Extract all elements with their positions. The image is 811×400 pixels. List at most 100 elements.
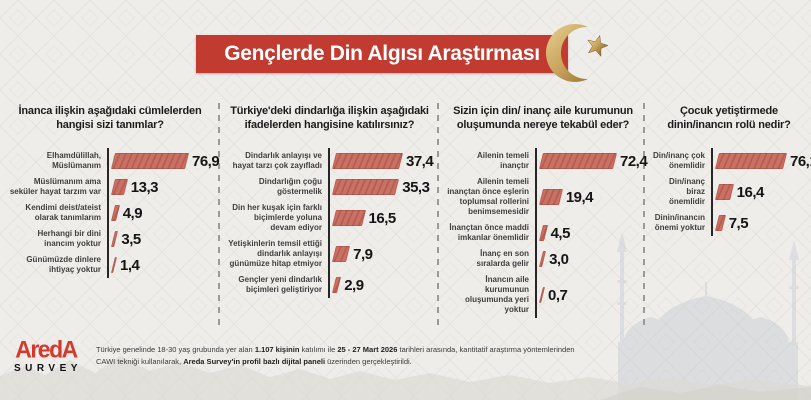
- logo-subtitle: SURVEY: [14, 363, 82, 374]
- bar-row: İnanç en son sıralarda gelir 3,0: [447, 246, 639, 272]
- bar-row: Din/inanç çok önemlidir 76,1: [651, 148, 811, 174]
- mosque-silhouette: [617, 232, 799, 400]
- value-label: 4,5: [550, 224, 571, 242]
- logo-wordmark: AredA: [15, 335, 78, 363]
- value-label: 76,1: [790, 152, 811, 170]
- page-title: Gençlerde Din Algısı Araştırması: [224, 42, 540, 65]
- chart-panel-belief-definition: İnanca ilişkin aşağıdaki cümlelerden han…: [0, 100, 220, 318]
- panel-divider: [437, 103, 439, 325]
- value-label: 35,3: [402, 178, 430, 196]
- value-label: 16,5: [368, 209, 397, 227]
- bar-rows: Din/inanç çok önemlidir 76,1 Din/inanç b…: [651, 148, 811, 236]
- chart-title: İnanca ilişkin aşağıdaki cümlelerden han…: [18, 105, 202, 132]
- row-label: Dinin/inancın önemi yoktur: [654, 213, 705, 232]
- bar-row: Herhangi bir dini inancım yoktur 3,5: [8, 226, 212, 252]
- value-label: 4,9: [122, 204, 143, 222]
- bar-row: Günümüzde dinlere ihtiyaç yoktur 1,4: [8, 252, 212, 278]
- bar-row: Kendimi deist/ateist olarak tanımlarım 4…: [8, 200, 212, 226]
- crescent-star-icon: [541, 10, 625, 94]
- row-label: Elhamdülillah, Müslümanım: [46, 151, 101, 170]
- bar-row: Müslümanım ama seküler hayat tarzım var …: [8, 174, 212, 200]
- bar-row: İnancın aile kurumunun oluşumunda yeri y…: [447, 272, 639, 318]
- bar-row: Dindarlık anlayışı ve hayat tarzı çok za…: [228, 148, 434, 174]
- bar: [332, 179, 400, 195]
- row-label: Herhangi bir dini inancım yoktur: [37, 229, 101, 248]
- row-label: Gençler yeni dindarlık biçimleri gelişti…: [238, 275, 322, 294]
- bar: [539, 251, 547, 267]
- row-label: Din her kuşak için farklı biçimlerde yol…: [232, 203, 322, 232]
- bar: [111, 257, 117, 273]
- bar: [539, 287, 545, 303]
- value-label: 13,3: [130, 178, 159, 196]
- bar: [111, 205, 120, 221]
- row-label: Dindarlığın çoğu göstermelik: [258, 177, 322, 196]
- note-panel: Areda Survey'in profil bazlı dijital pan…: [183, 357, 326, 366]
- note-text: Türkiye genelinde 18-30 yaş grubunda yer…: [95, 345, 255, 354]
- note-text: üzerinden gerçekleştirildi.: [325, 357, 412, 366]
- bar: [715, 215, 726, 231]
- value-label: 3,0: [549, 250, 569, 268]
- note-sample-size: 1.107 kişinin: [254, 345, 300, 354]
- note-text: katılımı ile: [299, 345, 338, 354]
- row-label: İnançtan önce maddi imkanlar önemlidir: [449, 223, 529, 242]
- mountain-sketch: [0, 356, 811, 400]
- star-icon: [587, 34, 609, 57]
- value-label: 3,5: [121, 230, 141, 248]
- chart-title: Çocuk yetiştirmede dinin/inancın rolü ne…: [667, 105, 791, 132]
- value-label: 7,9: [353, 245, 373, 263]
- note-text: tarihleri arasında, kantitatif araştırma…: [95, 345, 575, 366]
- row-label: Kendimi deist/ateist olarak tanımlarım: [25, 203, 101, 222]
- bar-row: Dindarlığın çoğu göstermelik 35,3: [228, 174, 431, 200]
- row-label: Günümüzde dinlere ihtiyaç yoktur: [26, 255, 101, 274]
- bar-row: Din/inanç biraz önemlidir 16,4: [651, 174, 807, 210]
- methodology-note: Türkiye genelinde 18-30 yaş grubunda yer…: [96, 344, 576, 368]
- value-label: 16,4: [736, 183, 765, 201]
- value-label: 19,4: [565, 188, 594, 206]
- bar: [539, 153, 617, 169]
- charts-row: İnanca ilişkin aşağıdaki cümlelerden han…: [0, 100, 811, 318]
- bar: [111, 179, 128, 195]
- chart-panel-child-raising: Çocuk yetiştirmede dinin/inancın rolü ne…: [643, 100, 811, 318]
- bar-row: İnançtan önce maddi imkanlar önemlidir 4…: [447, 220, 639, 246]
- note-dates: 25 - 27 Mart 2026: [337, 345, 398, 354]
- chart-panel-family-institution: Sizin için din/ inanç aile kurumunun olu…: [437, 100, 648, 318]
- areda-survey-logo: AredA SURVEY: [14, 335, 78, 374]
- row-label: Yetişkinlerin temsil ettiği dindarlık an…: [228, 239, 322, 268]
- value-label: 2,9: [344, 276, 364, 294]
- page-title-banner: Gençlerde Din Algısı Araştırması: [196, 35, 568, 73]
- bar-row: Ailenin temeli inançtan önce eşlerin top…: [447, 174, 639, 220]
- bar-row: Elhamdülillah, Müslümanım 76,9: [8, 148, 220, 174]
- value-label: 72,4: [620, 152, 648, 170]
- bar-rows: Dindarlık anlayışı ve hayat tarzı çok za…: [228, 148, 434, 298]
- chart-panel-religiosity-statements: Türkiye'deki dindarlığa ilişkin aşağıdak…: [218, 100, 437, 318]
- chart-title: Türkiye'deki dindarlığa ilişkin aşağıdak…: [230, 105, 429, 132]
- row-label: Ailenin temeli inançtan önce eşlerin top…: [447, 177, 529, 216]
- bar: [111, 231, 119, 247]
- bar: [715, 153, 787, 169]
- value-label: 0,7: [548, 286, 568, 304]
- bar-rows: Elhamdülillah, Müslümanım 76,9 Müslümanı…: [8, 148, 220, 278]
- bar: [715, 184, 734, 200]
- panel-divider: [643, 103, 645, 325]
- bar-row: Din her kuşak için farklı biçimlerde yol…: [228, 200, 431, 236]
- bar: [332, 277, 342, 293]
- row-label: Din/inanç çok önemlidir: [652, 151, 705, 170]
- bar-row: Gençler yeni dindarlık biçimleri gelişti…: [228, 272, 431, 298]
- row-label: İnancın aile kurumunun oluşumunda yeri y…: [464, 275, 529, 314]
- row-label: Dindarlık anlayışı ve hayat tarzı çok za…: [232, 151, 322, 170]
- bar-row: Dinin/inancın önemi yoktur 7,5: [651, 210, 807, 236]
- value-label: 37,4: [406, 152, 434, 170]
- value-label: 76,9: [192, 152, 220, 170]
- bar: [539, 225, 548, 241]
- row-label: İnanç en son sıralarda gelir: [476, 249, 529, 268]
- bar-row: Yetişkinlerin temsil ettiği dindarlık an…: [228, 236, 431, 272]
- bar-rows: Ailenin temeli inançtır 72,4 Ailenin tem…: [447, 148, 648, 318]
- value-label: 7,5: [728, 214, 749, 232]
- value-label: 1,4: [120, 256, 140, 274]
- bar: [332, 153, 403, 169]
- row-label: Din/inanç biraz önemlidir: [668, 177, 705, 206]
- bar: [332, 246, 351, 262]
- row-label: Ailenin temeli inançtır: [476, 151, 529, 170]
- bar: [332, 210, 366, 226]
